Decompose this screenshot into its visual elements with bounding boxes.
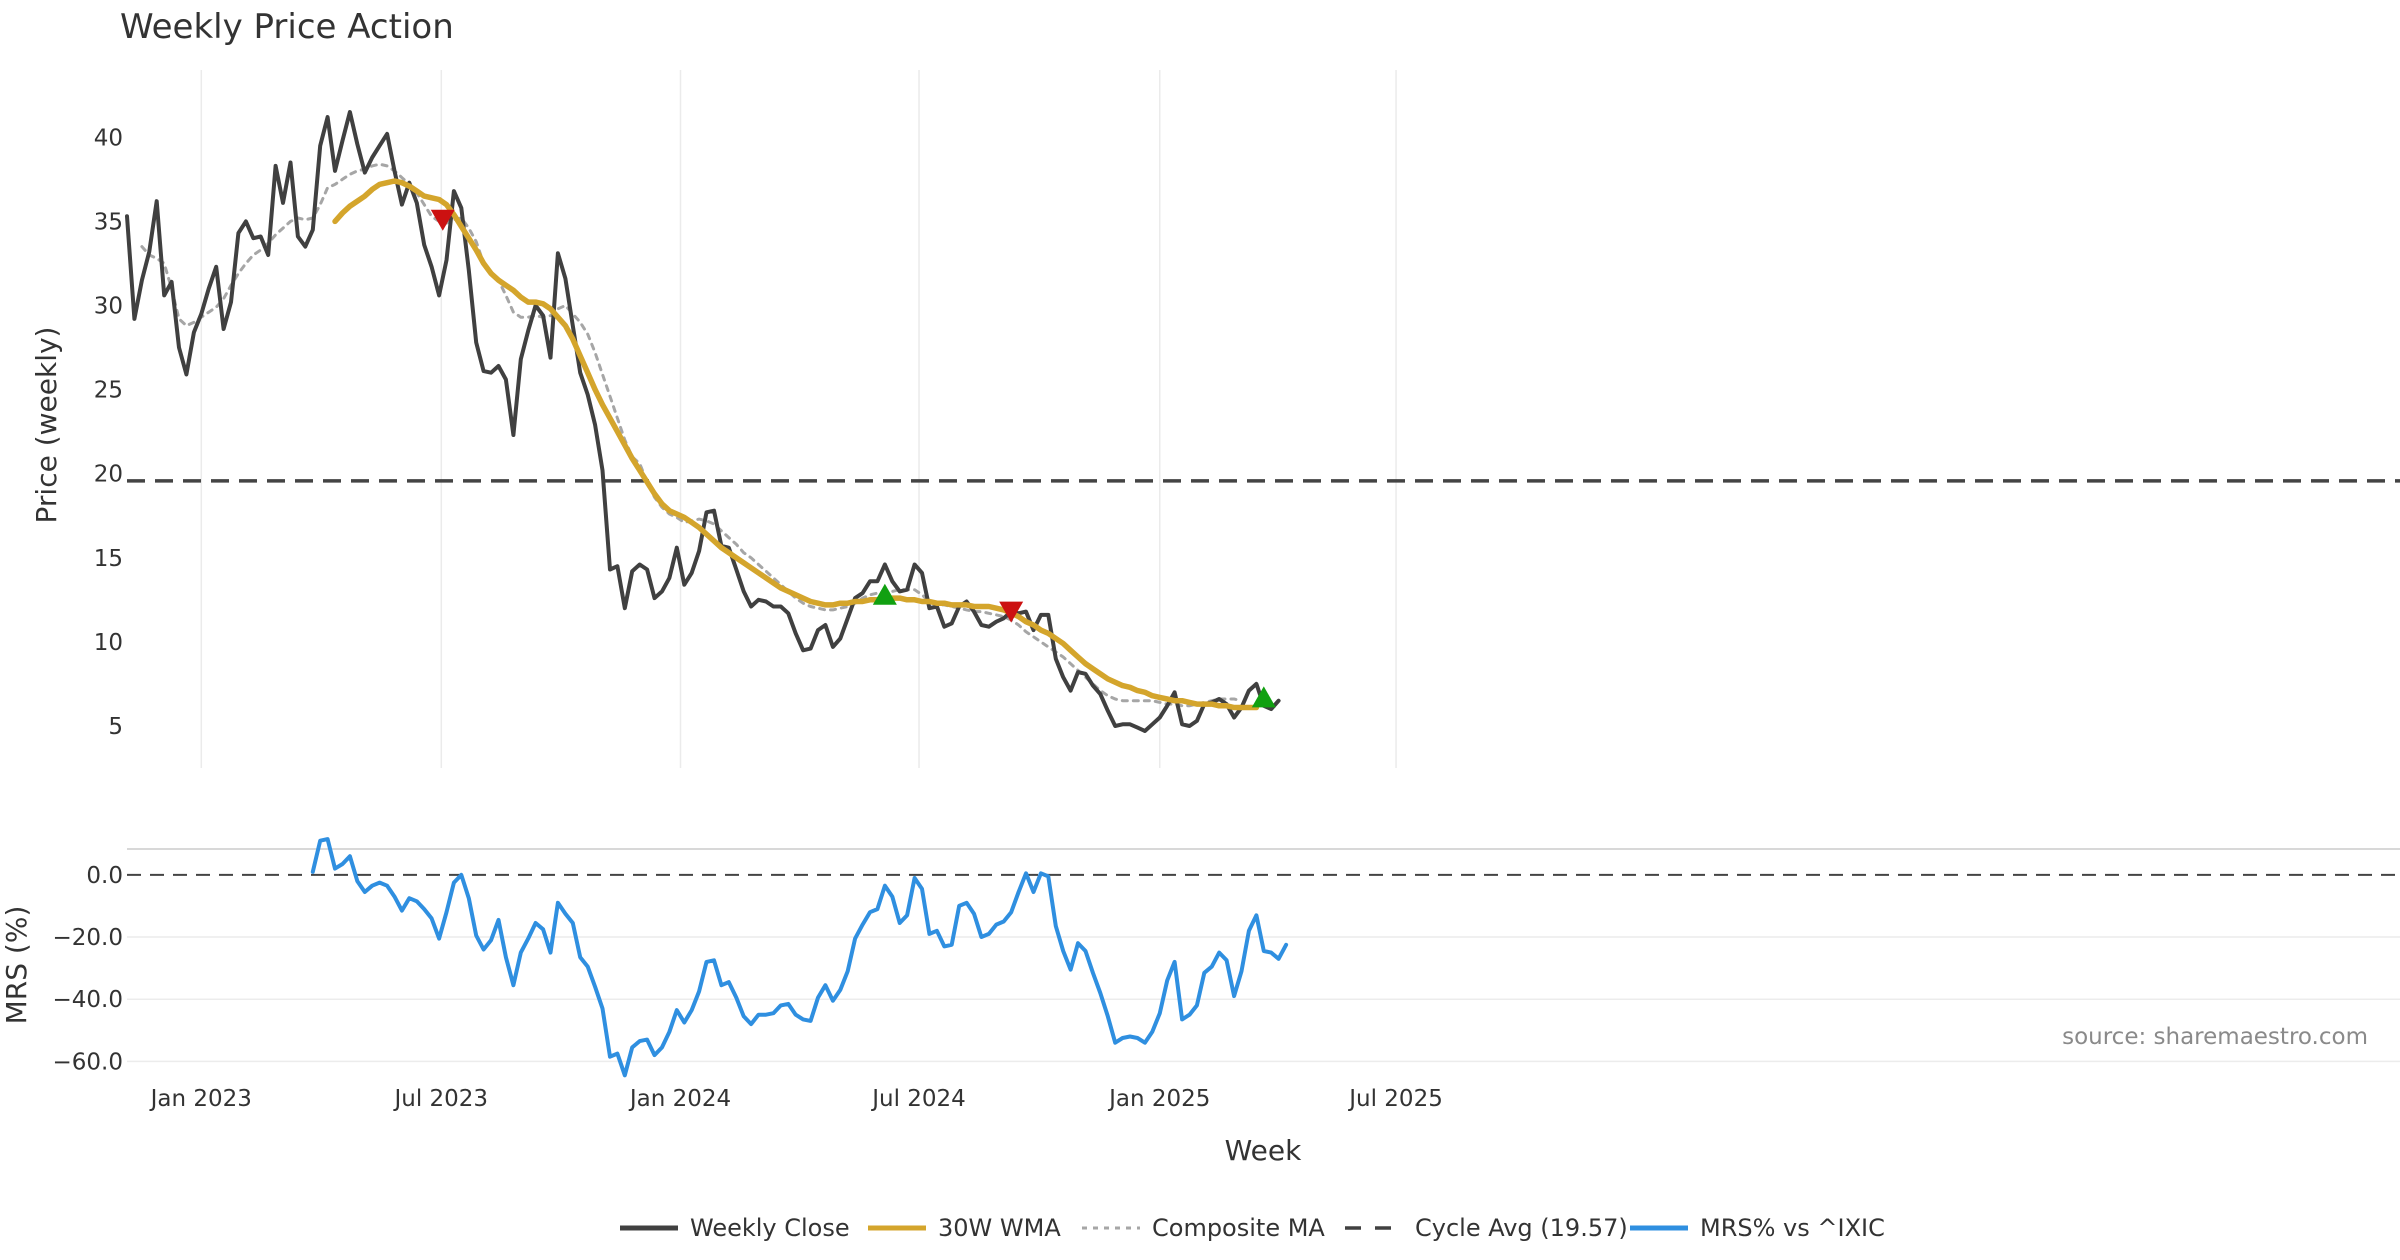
buy-signal-marker-2 — [872, 583, 897, 605]
chart-title: Weekly Price Action — [120, 7, 454, 47]
price-y-tick-10: 10 — [94, 630, 123, 656]
price-y-tick-5: 5 — [108, 714, 123, 740]
price-y-tick-40: 40 — [94, 125, 123, 151]
x-tick-jan-2024: Jan 2024 — [628, 1086, 731, 1112]
sell-signal-marker-1 — [430, 209, 455, 231]
chart-legend: Weekly Close 30W WMA Composite MA Cycle Avg… — [620, 1214, 1885, 1242]
legend-entry-weekly-close: Weekly Close — [620, 1214, 850, 1242]
x-tick-jan-2023: Jan 2023 — [149, 1086, 252, 1112]
mrs-y-tick-1: −20.0 — [53, 925, 123, 951]
price-panel-series — [125, 110, 1281, 733]
series-30w-wma — [332, 178, 1260, 711]
series-mrs-vs-ixic — [310, 837, 1289, 1078]
signal-markers — [430, 209, 1276, 708]
price-y-axis-ticks: 5 10 15 20 25 30 35 40 — [94, 125, 123, 740]
legend-label-weekly-close: Weekly Close — [690, 1214, 850, 1242]
mrs-y-tick-0: 0.0 — [86, 863, 123, 889]
source-label: source: sharemaestro.com — [2062, 1024, 2368, 1050]
mrs-y-axis-label: MRS (%) — [0, 906, 33, 1025]
price-y-tick-20: 20 — [94, 462, 123, 488]
mrs-panel-gridlines — [127, 873, 2400, 1063]
legend-label-composite-ma: Composite MA — [1152, 1214, 1325, 1242]
x-axis-label: Week — [1225, 1134, 1302, 1167]
price-y-tick-15: 15 — [94, 546, 123, 572]
legend-entry-30w-wma: 30W WMA — [868, 1214, 1061, 1242]
price-y-tick-25: 25 — [94, 378, 123, 404]
buy-signal-marker-4 — [1251, 686, 1276, 708]
x-tick-jul-2024: Jul 2024 — [870, 1086, 966, 1112]
price-panel-gridlines — [200, 70, 1397, 768]
price-y-tick-30: 30 — [94, 293, 123, 319]
sell-signal-marker-3 — [999, 601, 1024, 623]
series-weekly-close — [125, 110, 1281, 733]
x-tick-jul-2023: Jul 2023 — [392, 1086, 488, 1112]
price-y-axis-label: Price (weekly) — [30, 327, 63, 524]
legend-label-30w-wma: 30W WMA — [938, 1214, 1061, 1242]
mrs-y-tick-2: −40.0 — [53, 987, 123, 1013]
x-axis-ticks: Jan 2023 Jul 2023 Jan 2024 Jul 2024 Jan 2025… — [149, 1086, 1443, 1112]
legend-label-mrs-vs-ixic: MRS% vs ^IXIC — [1700, 1214, 1885, 1242]
mrs-y-tick-3: −60.0 — [53, 1049, 123, 1075]
legend-label-cycle-avg-19-57: Cycle Avg (19.57) — [1415, 1214, 1628, 1242]
mrs-y-axis-ticks: 0.0 −20.0 −40.0 −60.0 — [53, 863, 123, 1075]
legend-entry-mrs-vs-ixic: MRS% vs ^IXIC — [1630, 1214, 1885, 1242]
price-y-tick-35: 35 — [94, 209, 123, 235]
legend-entry-composite-ma: Composite MA — [1082, 1214, 1325, 1242]
x-tick-jul-2025: Jul 2025 — [1347, 1086, 1443, 1112]
x-tick-jan-2025: Jan 2025 — [1107, 1086, 1210, 1112]
legend-entry-cycle-avg-19-57: Cycle Avg (19.57) — [1345, 1214, 1628, 1242]
mrs-panel-series — [310, 837, 1289, 1078]
